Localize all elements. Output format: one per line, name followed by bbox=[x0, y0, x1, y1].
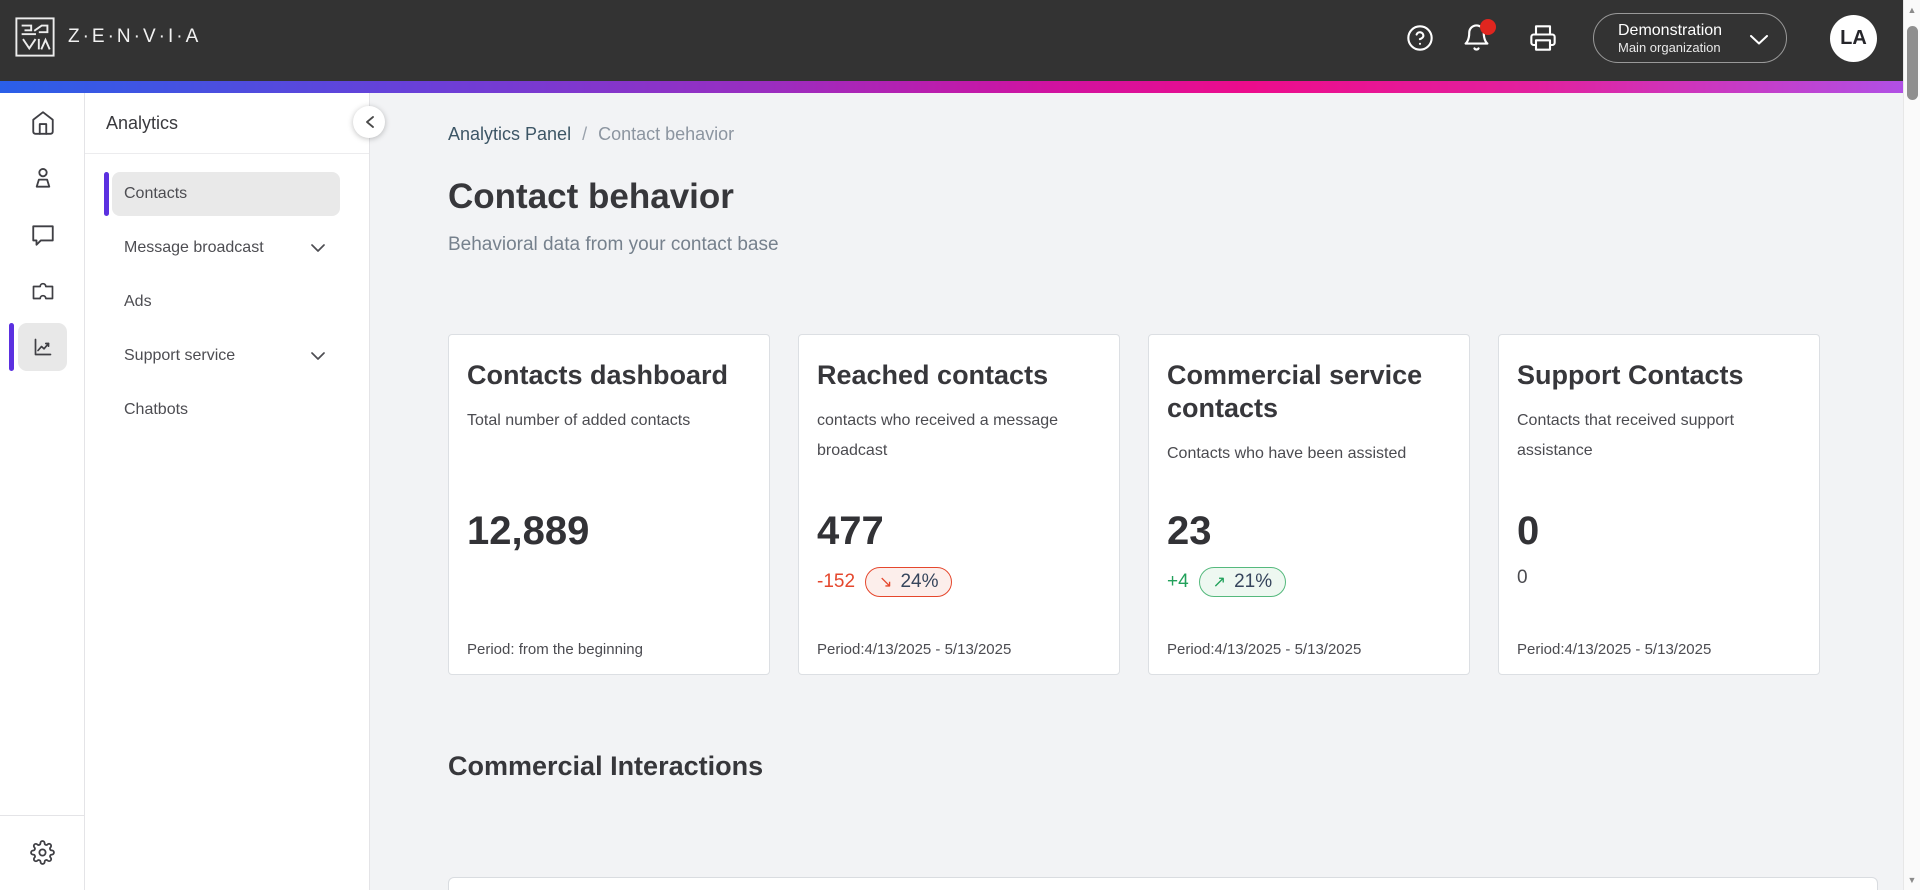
card-description: Contacts that received support assistanc… bbox=[1517, 412, 1735, 459]
active-rail-indicator bbox=[9, 323, 14, 371]
menu-item-ads[interactable]: Ads bbox=[112, 280, 340, 324]
trend-up-icon: ↗ bbox=[1212, 574, 1227, 591]
breadcrumb-analytics-panel[interactable]: Analytics Panel bbox=[448, 124, 572, 144]
trend-badge: ↘ 24% bbox=[865, 567, 953, 597]
trend-badge: ↗ 21% bbox=[1198, 567, 1287, 597]
scrollbar-up-arrow[interactable]: ▲ bbox=[1907, 5, 1917, 15]
person-icon bbox=[35, 167, 50, 188]
delta-value: -152 bbox=[817, 571, 856, 592]
card-description: contacts who received a message broadcas… bbox=[817, 412, 1059, 459]
sidebar-item-contacts[interactable] bbox=[18, 154, 67, 202]
help-icon bbox=[1407, 25, 1433, 51]
commercial-interactions-card bbox=[448, 877, 1878, 890]
analytics-icon bbox=[34, 338, 51, 356]
card-title: Reached contacts bbox=[817, 360, 1049, 390]
organization-name: Demonstration bbox=[1618, 21, 1723, 39]
menu-item-contacts[interactable]: Contacts bbox=[104, 172, 340, 216]
organization-switcher[interactable]: Demonstration Main organization bbox=[1593, 13, 1787, 63]
page-title: Contact behavior bbox=[448, 177, 734, 216]
icon-rail bbox=[0, 93, 85, 890]
vertical-scrollbar[interactable]: ▲ ▼ bbox=[1903, 0, 1920, 890]
trend-down-icon: ↘ bbox=[879, 574, 893, 591]
menu-item-support-service[interactable]: Support service bbox=[112, 334, 340, 378]
menu-item-label: Support service bbox=[124, 347, 236, 364]
card-period: Period: from the beginning bbox=[467, 641, 643, 658]
card-value: 477 bbox=[817, 509, 884, 553]
brand-gradient-bar bbox=[0, 81, 1920, 93]
card-commercial-service-contacts: Commercial service contacts Contacts who… bbox=[1148, 334, 1470, 675]
sidebar-item-conversations[interactable] bbox=[18, 211, 67, 259]
card-description: Contacts who have been assisted bbox=[1167, 445, 1407, 462]
card-period: Period:4/13/2025 - 5/13/2025 bbox=[1517, 641, 1712, 658]
print-button[interactable] bbox=[1529, 24, 1559, 54]
scrollbar-thumb[interactable] bbox=[1907, 26, 1918, 100]
card-value: 0 bbox=[1517, 509, 1540, 553]
chevron-down-icon bbox=[311, 244, 325, 252]
card-period: Period:4/13/2025 - 5/13/2025 bbox=[817, 641, 1012, 658]
printer-icon bbox=[1530, 25, 1556, 51]
settings-gear-icon bbox=[30, 839, 55, 865]
menu-item-label: Ads bbox=[124, 293, 152, 310]
avatar-initials: LA bbox=[1840, 27, 1867, 49]
card-value: 12,889 bbox=[467, 509, 590, 553]
card-delta-row: +4 ↗ 21% bbox=[1167, 567, 1287, 597]
home-icon bbox=[31, 111, 54, 135]
delta-value: +4 bbox=[1167, 571, 1189, 592]
card-title: Commercial service contacts bbox=[1167, 360, 1423, 423]
card-title: Support Contacts bbox=[1517, 360, 1744, 390]
collapse-panel-button[interactable] bbox=[353, 106, 385, 138]
chevron-down-icon bbox=[1750, 35, 1768, 45]
sidebar-item-analytics[interactable] bbox=[18, 323, 67, 371]
organization-subtitle: Main organization bbox=[1618, 39, 1721, 55]
trend-percent: 21% bbox=[1234, 571, 1273, 592]
notification-badge bbox=[1480, 19, 1496, 35]
menu-item-label: Contacts bbox=[124, 185, 188, 202]
card-description: Total number of added contacts bbox=[467, 412, 691, 429]
topbar: Z·E·N·V·I·A Demonstration Main organizat… bbox=[0, 0, 1920, 81]
breadcrumb-current: Contact behavior bbox=[598, 124, 735, 144]
page-subtitle: Behavioral data from your contact base bbox=[448, 234, 779, 255]
brand-wordmark: Z·E·N·V·I·A bbox=[68, 26, 202, 47]
sidebar-item-home[interactable] bbox=[18, 99, 67, 147]
ticket-icon bbox=[32, 282, 53, 300]
sidebar-item-settings[interactable] bbox=[18, 828, 67, 876]
panel-menu: Contacts Message broadcast Ads Support s… bbox=[85, 154, 369, 432]
rail-divider bbox=[0, 815, 85, 816]
zenvia-logo-icon bbox=[15, 17, 55, 57]
card-delta-row: 0 bbox=[1517, 567, 1528, 589]
stat-cards-row: Contacts dashboard Total number of added… bbox=[448, 334, 1820, 675]
panel-title: Analytics bbox=[106, 112, 179, 133]
card-title: Contacts dashboard bbox=[467, 360, 729, 390]
card-support-contacts: Support Contacts Contacts that received … bbox=[1498, 334, 1820, 675]
trend-percent: 24% bbox=[900, 571, 939, 592]
card-delta-row: -152 ↘ 24% bbox=[817, 567, 953, 597]
card-value: 23 bbox=[1167, 509, 1212, 553]
chat-icon bbox=[31, 225, 54, 246]
sidebar-item-tickets[interactable] bbox=[18, 268, 67, 316]
panel-header: Analytics bbox=[85, 93, 369, 154]
brand[interactable]: Z·E·N·V·I·A bbox=[14, 16, 201, 58]
scrollbar-down-arrow[interactable]: ▼ bbox=[1907, 875, 1917, 885]
avatar[interactable]: LA bbox=[1830, 15, 1877, 62]
card-period: Period:4/13/2025 - 5/13/2025 bbox=[1167, 641, 1362, 658]
chevron-down-icon bbox=[311, 352, 325, 360]
menu-item-label: Chatbots bbox=[124, 401, 189, 418]
card-reached-contacts: Reached contacts contacts who received a… bbox=[798, 334, 1120, 675]
breadcrumb-separator: / bbox=[582, 124, 588, 144]
analytics-panel: Analytics Contacts Message broadcast Ads… bbox=[85, 93, 385, 890]
notifications-button[interactable] bbox=[1462, 19, 1496, 53]
secondary-value: 0 bbox=[1517, 567, 1528, 588]
menu-item-label: Message broadcast bbox=[124, 239, 264, 256]
help-button[interactable] bbox=[1406, 24, 1436, 54]
menu-item-message-broadcast[interactable]: Message broadcast bbox=[112, 226, 340, 270]
bell-icon bbox=[1464, 24, 1489, 51]
main-content: Analytics Panel / Contact behavior Conta… bbox=[370, 93, 1903, 890]
breadcrumb: Analytics Panel / Contact behavior bbox=[448, 124, 734, 145]
card-contacts-dashboard: Contacts dashboard Total number of added… bbox=[448, 334, 770, 675]
menu-item-chatbots[interactable]: Chatbots bbox=[112, 388, 340, 432]
chevron-left-icon bbox=[365, 116, 374, 128]
section-title-commercial-interactions: Commercial Interactions bbox=[448, 751, 764, 781]
